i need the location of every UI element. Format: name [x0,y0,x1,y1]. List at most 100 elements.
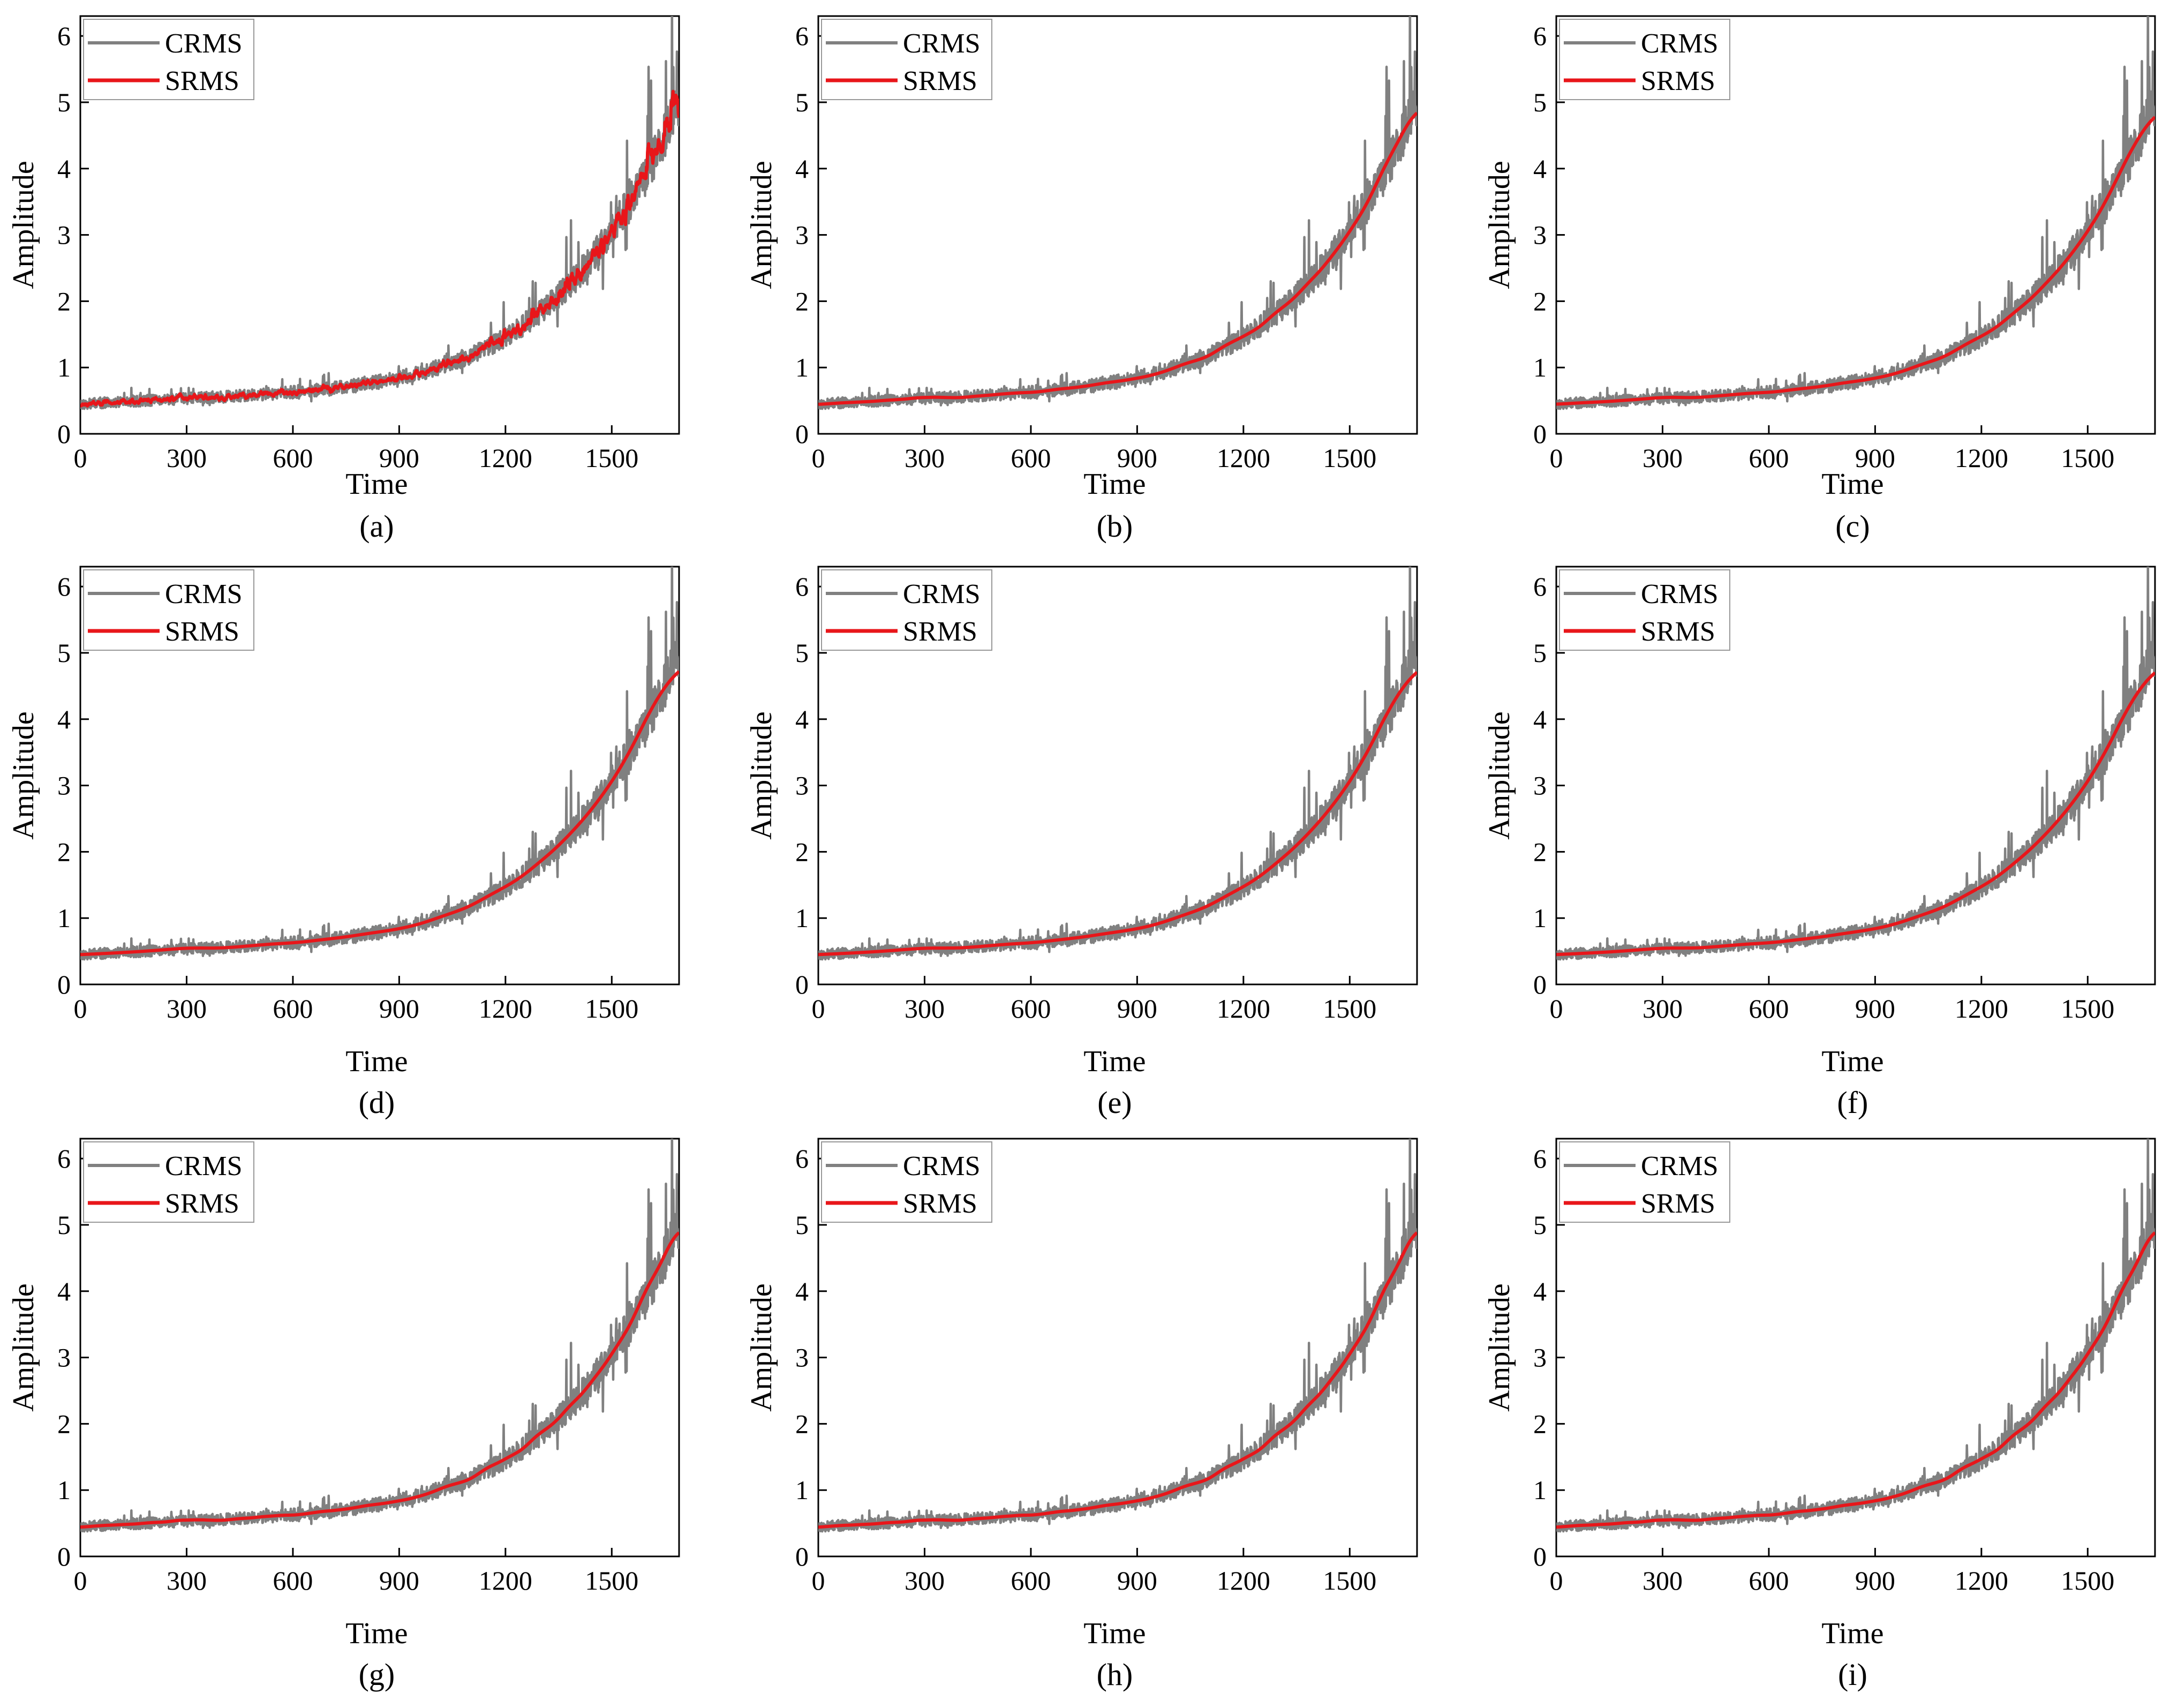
series-line-srms [818,671,1417,957]
series-line-srms [1556,671,2155,957]
x-tick-label: 1200 [1955,1566,2008,1596]
y-axis-title: Amplitude [7,711,40,840]
y-tick-label: 0 [57,419,71,449]
y-tick-label: 2 [57,286,71,316]
y-axis-title: Amplitude [745,1283,778,1412]
x-tick-label: 0 [1550,443,1563,473]
y-tick-label: 3 [57,220,71,250]
y-tick-label: 4 [57,704,71,734]
series-line-srms [80,670,679,957]
y-tick-label: 2 [1533,1409,1547,1439]
legend-label-srms: SRMS [1641,66,1715,96]
series-line-srms [818,111,1417,406]
x-tick-label: 300 [1642,994,1683,1024]
plot-frame [817,566,1418,985]
y-axis-title: Amplitude [1483,711,1516,840]
panel-caption: (h) [1097,1657,1133,1692]
y-tick-label: 0 [57,969,71,999]
x-tick-label: 0 [812,994,825,1024]
y-tick-label: 1 [1533,903,1547,933]
x-tick-label: 1200 [479,1566,532,1596]
legend-box [821,569,992,651]
y-tick-label: 6 [795,21,809,51]
x-tick-label: 1500 [2061,443,2114,473]
x-tick-label: 1500 [1323,443,1376,473]
x-tick-label: 1500 [2061,994,2114,1024]
x-tick-label: 600 [1011,443,1051,473]
x-axis-title: Time [1821,1045,1883,1078]
y-tick-label: 1 [795,352,809,382]
x-tick-label: 600 [1011,1566,1051,1596]
x-tick-label: 900 [1855,1566,1895,1596]
series-line-srms [818,1231,1417,1529]
panel-caption: (f) [1837,1085,1868,1120]
legend-label-crms: CRMS [903,1151,981,1182]
legend-label-crms: CRMS [165,28,243,59]
y-tick-label: 4 [1533,704,1547,734]
x-tick-label: 300 [167,1566,207,1596]
x-tick-label: 900 [379,1566,419,1596]
legend-box [83,19,254,100]
chart-panel-f: 0 300 600 900 1200 1500 0 1 2 3 4 5 6 Time Amplitude (f… [1483,566,2156,1120]
x-tick-label: 1200 [479,994,532,1024]
legend-label-srms: SRMS [903,616,977,647]
plot-frame [79,566,680,985]
x-tick-label: 1200 [1217,994,1270,1024]
legend-label-srms: SRMS [165,616,239,647]
x-tick-label: 600 [1011,994,1051,1024]
x-tick-label: 300 [167,443,207,473]
y-tick-label: 0 [795,969,809,999]
chart-panel-g: 0 300 600 900 1200 1500 0 1 2 3 4 5 6 Time Amplitude (g… [7,1138,680,1692]
x-tick-label: 1500 [2061,1566,2114,1596]
x-axis-title: Time [1821,1617,1883,1650]
chart-panel-a: 0 300 600 900 1200 1500 0 1 2 3 4 5 6 Time Amplitude (a… [7,15,680,544]
panel-caption: (e) [1097,1085,1132,1120]
y-tick-label: 6 [795,571,809,601]
y-tick-label: 5 [1533,87,1547,117]
x-tick-label: 600 [1749,1566,1789,1596]
panel-caption: (a) [359,509,394,544]
legend-label-srms: SRMS [903,1188,977,1219]
legend-box [1559,1141,1730,1223]
y-axis-title: Amplitude [745,161,778,289]
legend-box [83,1141,254,1223]
y-tick-label: 4 [1533,1276,1547,1306]
chart-panel-h: 0 300 600 900 1200 1500 0 1 2 3 4 5 6 Time Amplitude (h… [745,1138,1418,1692]
x-tick-label: 900 [1117,443,1157,473]
y-tick-label: 5 [795,1210,809,1240]
y-tick-label: 3 [795,1343,809,1373]
y-tick-label: 0 [57,1541,71,1571]
x-axis-title: Time [1821,468,1883,501]
y-tick-label: 0 [1533,969,1547,999]
x-tick-label: 600 [1749,994,1789,1024]
x-axis-title: Time [1083,468,1146,501]
y-tick-label: 0 [795,1541,809,1571]
legend-box [1559,19,1730,100]
x-tick-label: 900 [1117,1566,1157,1596]
y-tick-label: 3 [1533,771,1547,801]
y-axis-title: Amplitude [7,161,40,289]
y-tick-label: 6 [57,21,71,51]
legend-label-srms: SRMS [1641,1188,1715,1219]
x-tick-label: 300 [905,1566,945,1596]
x-tick-label: 1200 [1955,443,2008,473]
y-tick-label: 5 [795,87,809,117]
plot-frame [1555,15,2156,435]
x-tick-label: 300 [905,443,945,473]
series-line-srms [80,89,679,408]
y-tick-label: 3 [795,771,809,801]
legend-label-crms: CRMS [1641,579,1719,610]
y-tick-label: 3 [1533,220,1547,250]
y-tick-label: 1 [57,1475,71,1505]
x-axis-title: Time [345,1045,408,1078]
legend-label-crms: CRMS [165,1151,243,1182]
x-tick-label: 1500 [1323,1566,1376,1596]
x-tick-label: 900 [1117,994,1157,1024]
series-line-srms [80,1231,679,1529]
legend-label-crms: CRMS [1641,28,1719,59]
panel-caption: (i) [1838,1657,1867,1692]
legend-label-crms: CRMS [1641,1151,1719,1182]
legend-box [83,569,254,651]
y-tick-label: 5 [795,638,809,668]
